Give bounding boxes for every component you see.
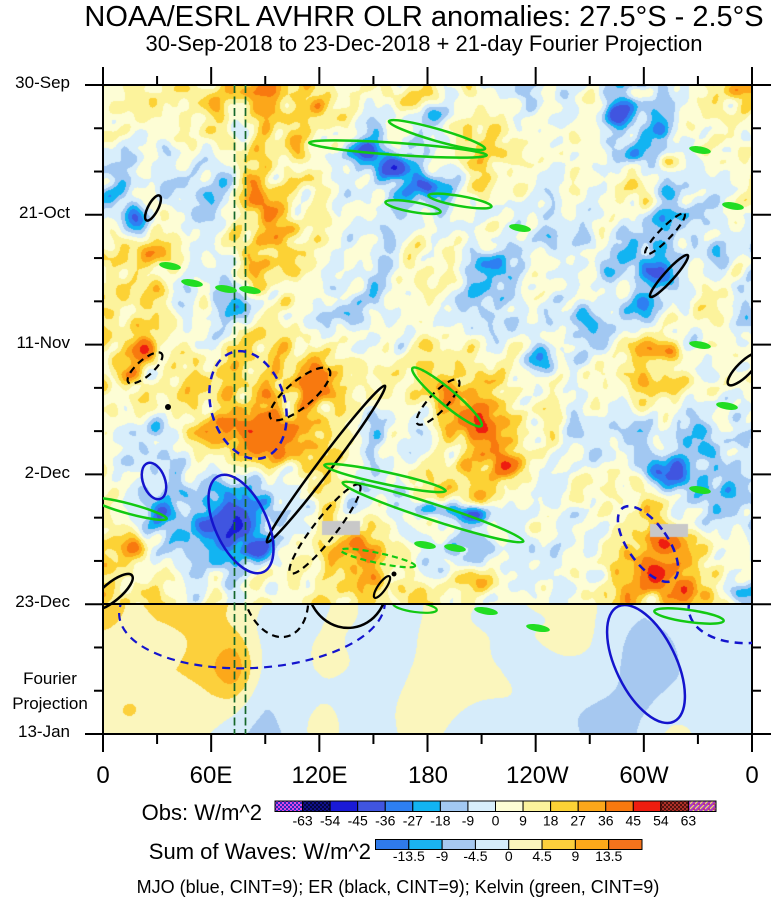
svg-text:0: 0 bbox=[492, 813, 500, 829]
svg-text:18: 18 bbox=[543, 813, 559, 829]
svg-text:-45: -45 bbox=[348, 813, 368, 829]
svg-text:-4.5: -4.5 bbox=[463, 848, 487, 864]
svg-text:54: 54 bbox=[653, 813, 669, 829]
svg-text:-18: -18 bbox=[430, 813, 450, 829]
svg-text:-13.5: -13.5 bbox=[393, 848, 425, 864]
svg-text:4.5: 4.5 bbox=[532, 848, 552, 864]
svg-text:-54: -54 bbox=[320, 813, 340, 829]
svg-text:9: 9 bbox=[571, 848, 579, 864]
svg-text:0: 0 bbox=[505, 848, 513, 864]
svg-text:27: 27 bbox=[570, 813, 586, 829]
svg-text:13.5: 13.5 bbox=[595, 848, 622, 864]
svg-text:-63: -63 bbox=[292, 813, 312, 829]
svg-text:-9: -9 bbox=[462, 813, 475, 829]
svg-text:45: 45 bbox=[626, 813, 642, 829]
svg-text:63: 63 bbox=[681, 813, 697, 829]
svg-text:-9: -9 bbox=[436, 848, 449, 864]
svg-text:9: 9 bbox=[519, 813, 527, 829]
svg-text:-36: -36 bbox=[375, 813, 395, 829]
svg-text:36: 36 bbox=[598, 813, 614, 829]
svg-text:-27: -27 bbox=[403, 813, 423, 829]
